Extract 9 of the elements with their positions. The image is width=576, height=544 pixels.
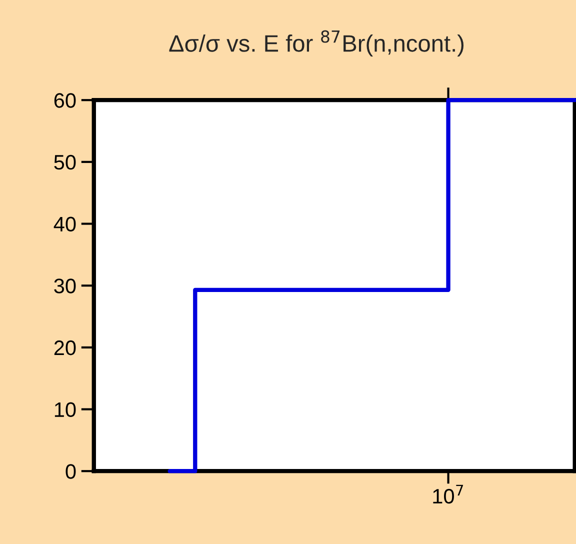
y-tick-label: 40 <box>54 216 76 232</box>
y-tick-label: 50 <box>54 154 76 170</box>
y-tick-label: 30 <box>54 278 76 294</box>
y-tick-label: 20 <box>54 340 76 356</box>
x-tick-label: 10$^{7}$ <box>433 484 464 504</box>
y-tick-label: 60 <box>54 93 76 108</box>
y-tick-label: 0 <box>66 464 76 479</box>
chart-title: Δσ/σ vs. E for $^{87}$Br(n,ncont.) <box>169 30 464 56</box>
y-tick-label: 10 <box>54 402 76 418</box>
